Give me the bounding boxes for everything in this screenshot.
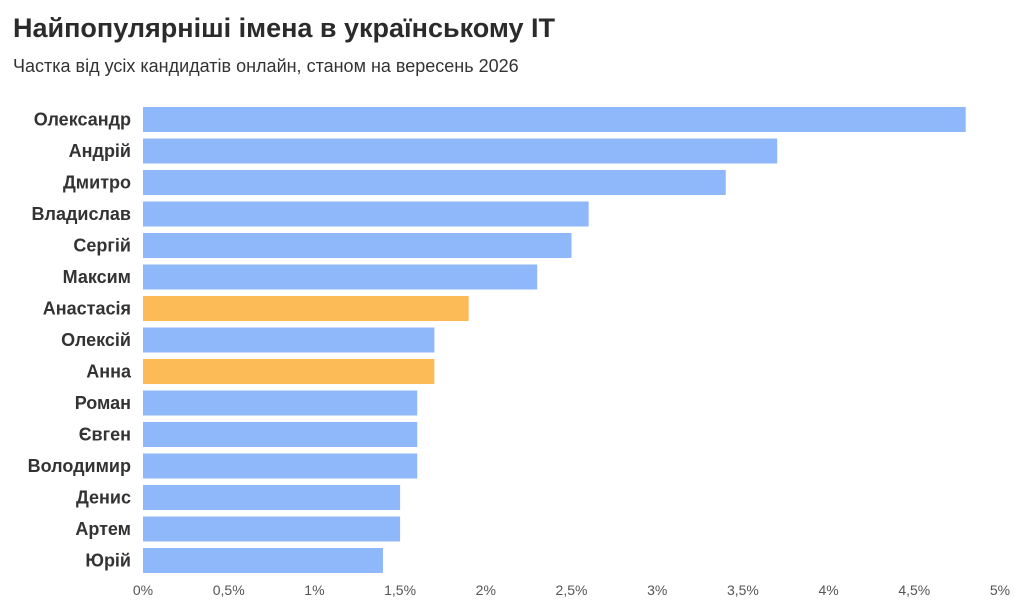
category-label: Анастасія [43,299,131,319]
x-tick-label: 1% [304,582,324,598]
bar [143,359,435,384]
x-tick-label: 2,5% [556,582,588,598]
category-label: Євген [79,425,131,445]
bar [143,170,726,195]
x-tick-label: 0,5% [213,582,245,598]
category-label: Андрій [69,141,131,161]
category-label: Анна [86,362,132,382]
category-label: Владислав [32,204,131,224]
bars-group [143,107,966,573]
x-tick-label: 0% [133,582,153,598]
x-tick-label: 4% [818,582,838,598]
chart-title: Найпопулярніші імена в українському IT [13,13,555,43]
category-label: Юрій [85,551,131,571]
bar [143,201,589,227]
bar [143,422,418,447]
bar [143,485,401,510]
chart-subtitle: Частка від усіх кандидатів онлайн, стано… [13,56,519,76]
bar [143,107,966,132]
category-label: Роман [75,393,131,413]
bar [143,453,418,479]
category-label: Сергій [73,236,131,256]
x-tick-label: 2% [476,582,496,598]
category-label: Денис [76,488,131,508]
bar [143,327,435,353]
bar [143,516,401,542]
bar [143,548,383,573]
x-tick-label: 4,5% [898,582,930,598]
x-tick-label: 3% [647,582,667,598]
category-label: Олександр [34,110,131,130]
category-label: Максим [63,267,131,287]
category-label: Олексій [61,330,131,350]
bar [143,264,538,290]
category-label: Артем [75,519,131,539]
bar [143,138,778,164]
bar [143,390,418,416]
x-tick-label: 1,5% [384,582,416,598]
category-label: Дмитро [63,173,131,193]
x-tick-label: 3,5% [727,582,759,598]
category-labels: Олександр Андрій Дмитро Владислав Сергій Макс… [28,110,132,571]
category-label: Володимир [28,456,131,476]
bar [143,233,572,258]
x-axis-ticks: 0% 0,5% 1% 1,5% 2% 2,5% 3% 3,5% 4% 4,5% 5% [133,582,1010,598]
x-tick-label: 5% [990,582,1010,598]
bar [143,296,469,321]
